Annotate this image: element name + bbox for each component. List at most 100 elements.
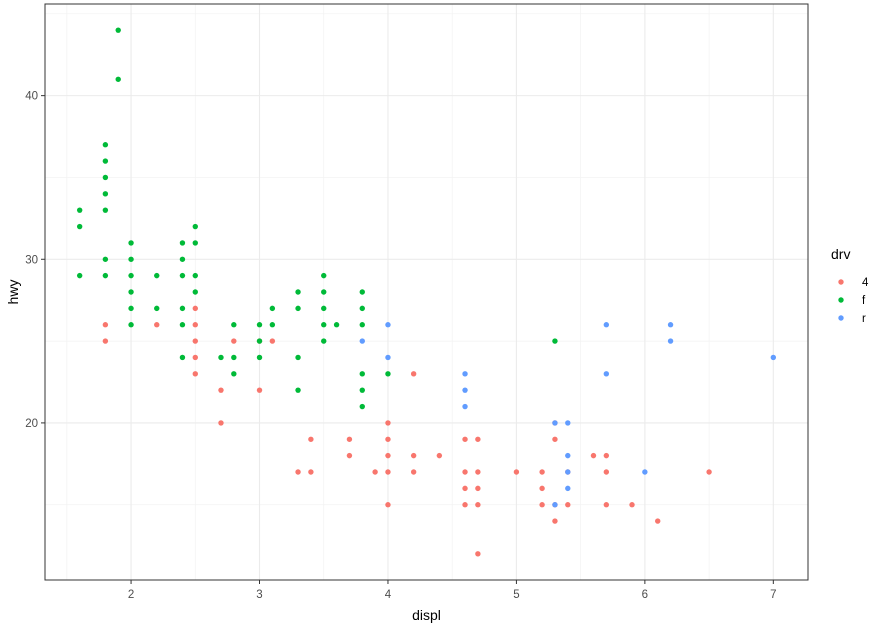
data-point-drv-4	[475, 469, 481, 475]
data-point-drv-f	[359, 371, 365, 377]
data-point-drv-r	[565, 420, 571, 426]
data-point-drv-r	[565, 469, 571, 475]
data-point-drv-f	[192, 289, 198, 295]
data-point-drv-f	[359, 403, 365, 410]
data-point-drv-r	[385, 354, 391, 361]
data-point-drv-r	[462, 371, 468, 377]
data-point-drv-r	[667, 322, 674, 328]
data-point-drv-r	[667, 338, 674, 344]
data-point-drv-f	[256, 322, 263, 328]
data-point-drv-4	[372, 469, 378, 475]
data-point-drv-r	[565, 485, 571, 492]
data-point-drv-4	[475, 485, 481, 492]
data-point-drv-f	[128, 272, 134, 279]
data-point-drv-4	[462, 502, 468, 508]
data-point-drv-f	[128, 256, 134, 262]
data-point-drv-f	[321, 272, 327, 279]
legend-label-f: f	[862, 295, 866, 307]
data-point-drv-4	[295, 469, 301, 475]
data-point-drv-r	[552, 502, 558, 508]
data-point-drv-4	[410, 469, 417, 475]
data-point-drv-f	[128, 289, 134, 295]
data-point-drv-4	[192, 371, 198, 377]
data-point-drv-f	[179, 322, 186, 328]
x-tick-label: 7	[770, 589, 776, 601]
legend: drv 4 fr	[831, 246, 869, 325]
data-point-drv-f	[179, 305, 186, 312]
data-point-drv-4	[256, 387, 263, 393]
data-point-drv-f	[321, 305, 327, 312]
data-point-drv-r	[603, 371, 610, 377]
data-point-drv-f	[102, 174, 109, 181]
data-point-drv-4	[231, 338, 237, 344]
x-axis-title: displ	[412, 607, 441, 623]
data-points	[76, 27, 777, 557]
data-point-drv-f	[269, 322, 276, 328]
data-point-drv-f	[359, 322, 365, 328]
data-point-drv-f	[76, 207, 83, 213]
data-point-drv-r	[642, 469, 648, 475]
x-axis: 2 3 4 5 6 7	[128, 580, 777, 601]
legend-title: drv	[831, 246, 850, 262]
x-tick-label: 6	[642, 589, 648, 601]
data-point-drv-f	[154, 272, 160, 279]
data-point-drv-4	[603, 502, 610, 508]
x-tick-label: 4	[385, 589, 392, 601]
x-tick-label: 5	[513, 589, 519, 601]
data-point-drv-4	[410, 371, 417, 377]
data-point-drv-4	[346, 452, 353, 459]
data-point-drv-f	[76, 223, 83, 230]
legend-label-4: 4	[862, 277, 869, 289]
data-point-drv-f	[231, 322, 237, 328]
data-point-drv-f	[102, 158, 109, 164]
data-point-drv-4	[385, 420, 391, 426]
data-point-drv-f	[102, 207, 109, 213]
data-point-drv-f	[256, 354, 263, 361]
data-point-drv-4	[629, 502, 635, 508]
data-point-drv-4	[603, 469, 610, 475]
legend-key-r	[838, 315, 844, 321]
data-point-drv-f	[359, 305, 365, 312]
data-point-drv-4	[269, 338, 276, 344]
y-axis: 20 30 40	[25, 91, 45, 430]
legend-label-r: r	[862, 313, 866, 325]
data-point-drv-f	[552, 338, 558, 344]
data-point-drv-f	[295, 289, 301, 295]
data-point-drv-f	[102, 272, 109, 279]
data-point-drv-4	[565, 502, 571, 508]
data-point-drv-f	[321, 289, 327, 295]
data-point-drv-r	[603, 322, 610, 328]
data-point-drv-4	[706, 469, 712, 475]
data-point-drv-4	[192, 354, 198, 361]
y-axis-title: hwy	[5, 280, 21, 305]
data-point-drv-f	[128, 305, 134, 312]
data-point-drv-f	[115, 27, 121, 33]
data-point-drv-4	[346, 436, 353, 442]
data-point-drv-r	[770, 354, 777, 361]
data-point-drv-4	[218, 420, 224, 426]
data-point-drv-f	[385, 371, 391, 377]
data-point-drv-f	[295, 387, 301, 393]
data-point-drv-4	[552, 518, 558, 524]
data-point-drv-4	[475, 436, 481, 442]
y-tick-label: 30	[25, 254, 38, 266]
legend-key-4	[838, 279, 844, 285]
data-point-drv-f	[179, 272, 186, 279]
data-point-drv-f	[333, 322, 340, 328]
data-point-drv-4	[102, 338, 109, 344]
data-point-drv-f	[128, 240, 134, 246]
data-point-drv-f	[359, 387, 365, 393]
data-point-drv-4	[603, 452, 610, 459]
data-point-drv-4	[385, 502, 391, 508]
data-point-drv-f	[321, 338, 327, 344]
data-point-drv-f	[102, 256, 109, 262]
data-point-drv-4	[436, 452, 443, 459]
data-point-drv-r	[462, 387, 468, 393]
data-point-drv-4	[410, 452, 417, 459]
data-point-drv-f	[179, 240, 186, 246]
data-point-drv-f	[192, 272, 198, 279]
data-point-drv-f	[231, 371, 237, 377]
panel-background	[45, 4, 808, 580]
data-point-drv-4	[513, 469, 520, 475]
